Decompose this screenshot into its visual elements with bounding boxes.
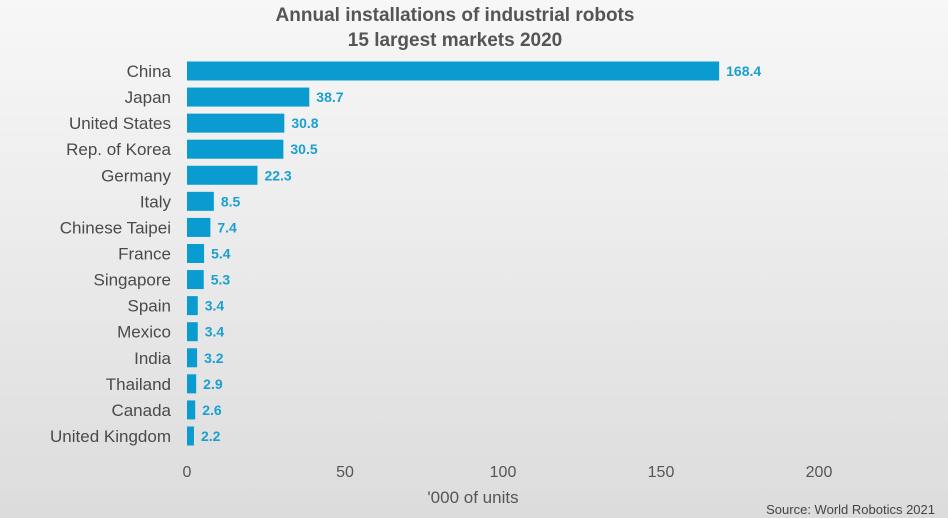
value-label: 38.7	[316, 89, 343, 105]
value-label: 3.4	[205, 298, 225, 314]
bar	[187, 87, 310, 107]
chart-title: Annual installations of industrial robot…	[276, 5, 635, 26]
x-tick-label: 50	[336, 464, 354, 481]
value-label: 30.5	[290, 141, 317, 157]
bar	[187, 426, 194, 446]
category-label: Canada	[111, 401, 171, 420]
x-tick-label: 200	[806, 464, 833, 481]
category-label: Germany	[101, 166, 171, 185]
value-label: 3.2	[204, 350, 224, 366]
x-tick-label: 0	[183, 464, 192, 481]
bar	[187, 322, 198, 342]
bar	[187, 217, 211, 237]
value-label: 5.3	[211, 272, 231, 288]
bar	[187, 270, 204, 290]
category-label: United States	[69, 114, 171, 133]
bar	[187, 296, 198, 316]
category-label: India	[134, 349, 171, 368]
category-label: Japan	[125, 88, 171, 107]
category-label: Chinese Taipei	[60, 218, 171, 237]
category-label: Thailand	[106, 375, 171, 394]
value-label: 3.4	[205, 324, 225, 340]
value-label: 8.5	[221, 193, 241, 209]
bar	[187, 61, 720, 81]
source-note: Source: World Robotics 2021	[766, 502, 935, 517]
chart-subtitle: 15 largest markets 2020	[348, 30, 562, 51]
x-tick-label: 150	[648, 464, 675, 481]
value-label: 30.8	[291, 115, 318, 131]
category-label: Rep. of Korea	[66, 140, 171, 159]
category-label: China	[127, 62, 172, 81]
category-label: Italy	[140, 192, 172, 211]
value-label: 2.2	[201, 428, 221, 444]
bar	[187, 191, 214, 211]
x-tick-label: 100	[490, 464, 517, 481]
category-label: Mexico	[117, 323, 171, 342]
bar	[187, 374, 197, 394]
category-label: France	[118, 244, 171, 263]
value-label: 2.6	[202, 402, 222, 418]
value-label: 5.4	[211, 245, 231, 261]
value-label: 22.3	[264, 167, 291, 183]
bar	[187, 113, 285, 133]
x-axis-label: '000 of units	[427, 488, 518, 507]
bar	[187, 139, 284, 159]
bar	[187, 243, 205, 263]
bar	[187, 400, 196, 420]
category-label: Singapore	[93, 271, 171, 290]
bar	[187, 348, 198, 368]
category-label: Spain	[128, 297, 171, 316]
value-label: 2.9	[203, 376, 223, 392]
value-label: 7.4	[217, 219, 237, 235]
value-label: 168.4	[726, 63, 761, 79]
category-label: United Kingdom	[50, 427, 171, 446]
bar	[187, 165, 258, 185]
